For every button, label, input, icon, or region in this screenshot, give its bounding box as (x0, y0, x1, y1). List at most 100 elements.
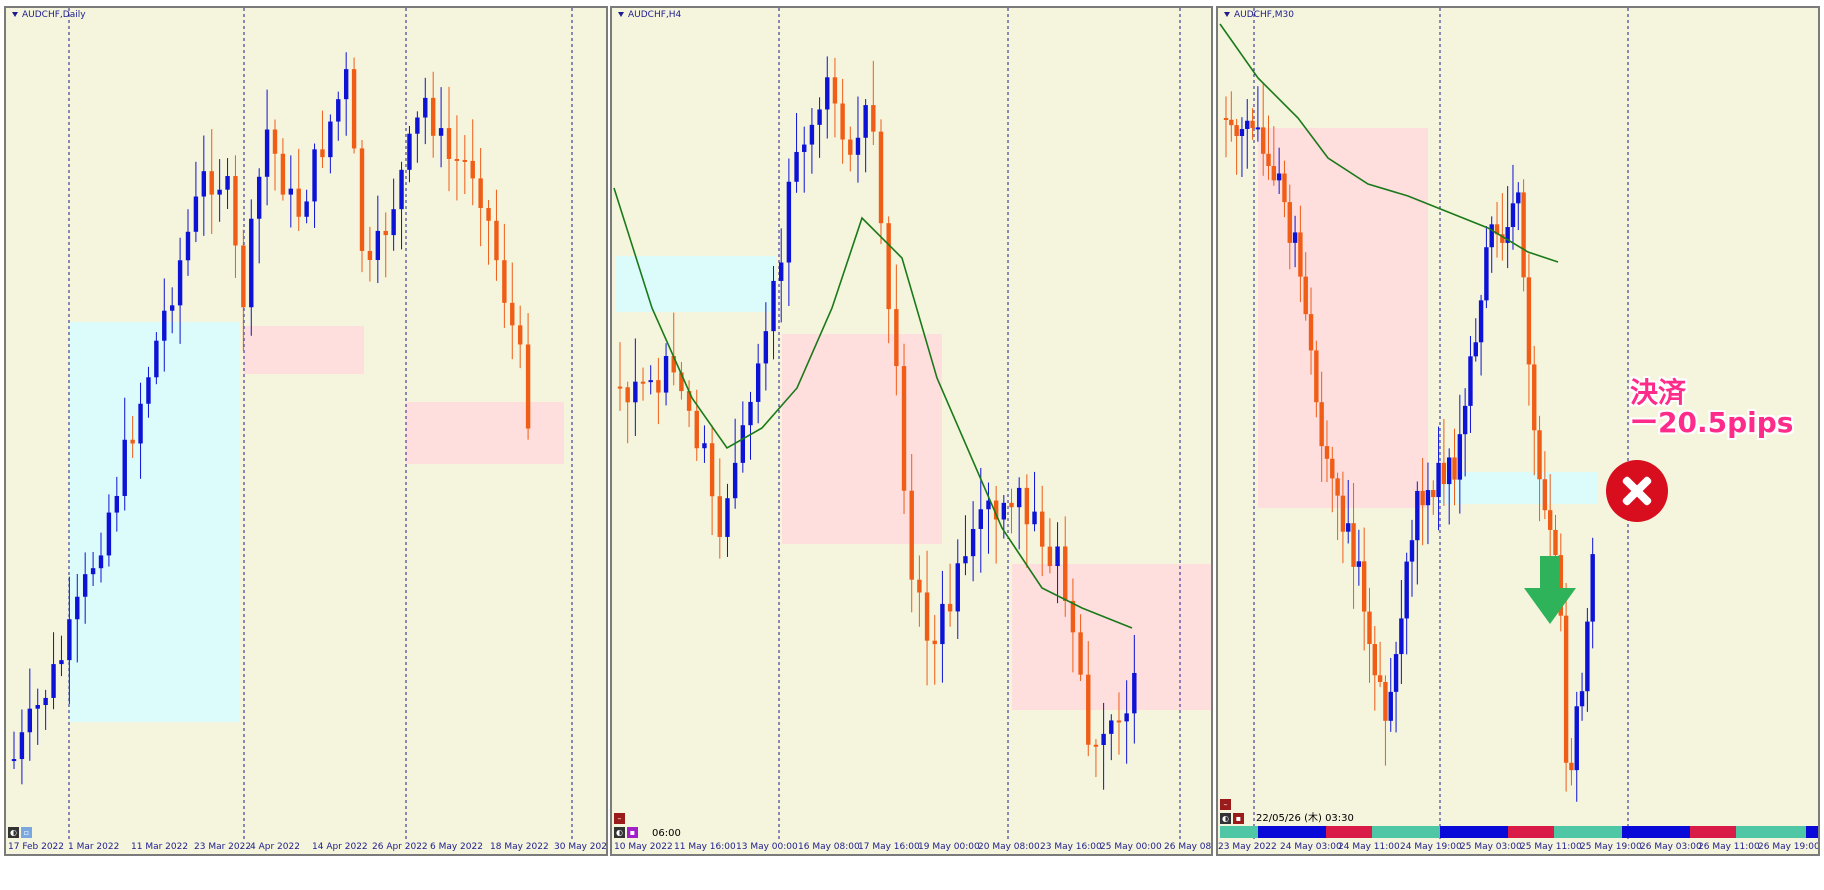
chart-panel-h4[interactable]: AUDCHF,H4 ◐ ▪ – 06:00 10 May 2022 11 May … (610, 6, 1213, 856)
candle-body (423, 97, 428, 118)
chart-title-daily: AUDCHF,Daily (12, 10, 86, 20)
candle-body (1250, 120, 1255, 129)
candle-body (1086, 674, 1091, 745)
dropdown-triangle-icon (12, 12, 18, 17)
candle-body (328, 121, 333, 158)
candle-body (35, 705, 40, 709)
chart-panel-m30[interactable]: AUDCHF,M30 ◐ ▪ – 22/05/26 (木) 03:30 23 M… (1216, 6, 1820, 856)
chart-plot-m30[interactable] (1218, 8, 1818, 854)
candle-body (1563, 615, 1569, 763)
candle-body (940, 603, 945, 645)
x-axis-tick-label: 11 Mar 2022 (131, 842, 189, 852)
candle-body (993, 500, 999, 520)
candle-body (256, 176, 262, 219)
candle-body (154, 340, 159, 378)
candle-body (1287, 202, 1292, 243)
candle-body (1404, 561, 1409, 619)
x-axis-tick-label: 11 May 16:00 (674, 842, 736, 852)
candle-body (1009, 502, 1014, 508)
chart-title-h4: AUDCHF,H4 (618, 10, 681, 20)
candle-body (1132, 672, 1137, 714)
trade-icon[interactable]: ◐ (1220, 813, 1231, 824)
price-zone (782, 334, 942, 544)
trade-icon[interactable]: ◐ (614, 827, 625, 838)
candle-body (917, 579, 922, 593)
chart-corner-minimize[interactable]: – (1220, 799, 1231, 810)
candle-body (106, 512, 112, 556)
candle-body (209, 171, 214, 195)
candle-body (748, 401, 753, 426)
candle-body (1457, 434, 1463, 480)
candle-body (1425, 490, 1431, 506)
x-axis-tick-label: 25 May 11:00 (1520, 842, 1582, 852)
candle-body (1016, 487, 1022, 508)
chart-corner-minimize[interactable]: – (614, 813, 625, 824)
x-axis-tick-label: 13 May 00:00 (736, 842, 798, 852)
candle-body (1431, 490, 1436, 498)
candle-body (1340, 495, 1346, 532)
candle-body (1494, 224, 1500, 235)
candle-body (1574, 706, 1579, 771)
candle-body (446, 128, 452, 159)
chart-corner-icons[interactable]: ◐ ▪ (1220, 813, 1244, 824)
crosshair-time-label: 06:00 (652, 828, 681, 839)
candle-body (272, 129, 278, 154)
candle-body (1271, 165, 1277, 181)
candle-body (225, 176, 230, 190)
candle-body (201, 171, 207, 197)
close-chart-icon[interactable]: ▪ (1233, 813, 1244, 824)
candle-body (1303, 276, 1308, 315)
candle-body (1547, 510, 1553, 530)
chart-corner-icons[interactable]: ◐ ▪ (614, 827, 638, 838)
candle-body (978, 509, 983, 529)
minimize-icon[interactable]: – (1220, 799, 1231, 810)
candle-body (138, 403, 143, 444)
chart-panel-daily[interactable]: AUDCHF,Daily ◐ ▫ 17 Feb 2022 1 Mar 2022 11… (4, 6, 608, 856)
chart-plot-h4[interactable] (612, 8, 1211, 854)
candle-body (494, 220, 499, 261)
candle-body (1484, 247, 1489, 301)
candle-body (1109, 720, 1114, 734)
candle-body (11, 759, 17, 762)
chart-corner-icons[interactable]: ◐ ▫ (8, 827, 32, 838)
x-axis-tick-label: 23 May 16:00 (1040, 842, 1102, 852)
price-zone (70, 322, 240, 722)
candle-body (19, 732, 25, 760)
candle-body (1462, 405, 1468, 435)
settlement-label: 決済 (1630, 376, 1687, 409)
candle-body (122, 439, 127, 496)
candle-body (1356, 561, 1362, 567)
candle-body (391, 209, 396, 236)
candle-body (43, 697, 48, 706)
candle-body (241, 245, 246, 308)
candle-body (656, 380, 661, 393)
minimize-icon[interactable]: – (614, 813, 625, 824)
candle-body (1542, 479, 1548, 511)
candle-body (809, 124, 815, 145)
candle-body (1558, 555, 1563, 616)
indicator-icon[interactable]: ▪ (627, 827, 638, 838)
x-axis-tick-label: 4 Apr 2022 (250, 842, 300, 852)
candle-body (671, 356, 676, 373)
candle-body (1239, 128, 1245, 137)
candle-body (970, 528, 976, 557)
candle-body (1229, 119, 1234, 126)
x-axis-daily: 17 Feb 2022 1 Mar 2022 11 Mar 2022 23 Mar 2… (6, 840, 606, 854)
x-axis-tick-label: 24 May 19:00 (1400, 842, 1462, 852)
indicator-icon[interactable]: ▫ (21, 827, 32, 838)
candle-body (67, 619, 72, 661)
candle-body (1447, 457, 1452, 485)
dropdown-triangle-icon (1224, 12, 1230, 17)
candle-body (1276, 173, 1282, 181)
candle-body (894, 309, 899, 367)
candle-body (625, 387, 630, 403)
trade-icon[interactable]: ◐ (8, 827, 19, 838)
candle-body (1032, 511, 1037, 525)
candle-body (1063, 546, 1068, 601)
candle-body (717, 496, 722, 537)
chart-plot-daily[interactable] (6, 8, 606, 854)
session-segment (1554, 826, 1622, 838)
x-axis-tick-label: 18 May 2022 (490, 842, 549, 852)
candle-body (367, 250, 373, 260)
candle-body (1399, 618, 1404, 655)
